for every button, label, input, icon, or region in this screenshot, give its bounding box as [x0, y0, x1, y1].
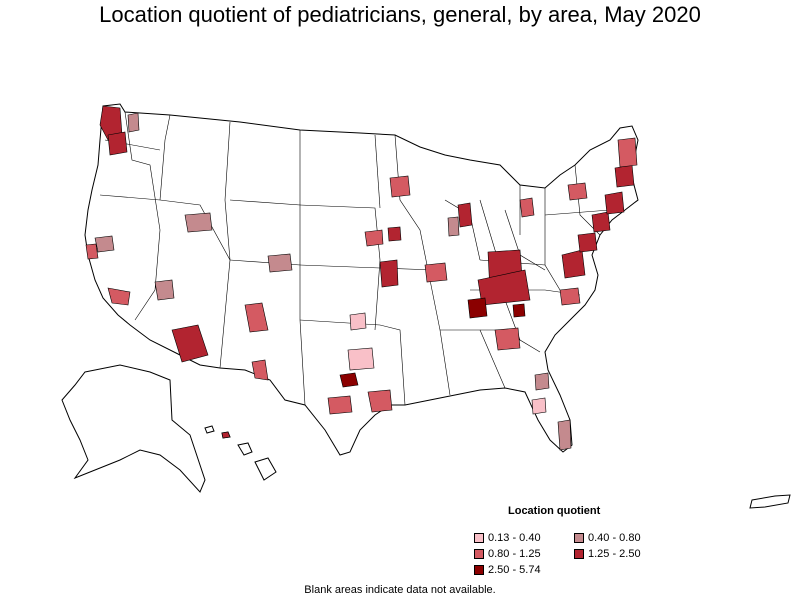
legend-swatch [474, 533, 484, 543]
puerto-rico-outline [749, 494, 791, 509]
region-philadelphia [591, 211, 611, 233]
region-hawaii [221, 431, 231, 439]
region-phoenix [171, 324, 209, 363]
region-north-carolina [559, 287, 581, 306]
region-milwaukee [447, 216, 460, 237]
region-san-antonio [327, 395, 353, 415]
map-title: Location quotient of pediatricians, gene… [99, 2, 701, 27]
legend-label: 2.50 - 5.74 [488, 564, 541, 576]
region-memphis [512, 303, 526, 318]
region-los-angeles [107, 287, 131, 306]
region-detroit [519, 197, 535, 218]
legend-label: 1.25 - 2.50 [588, 548, 641, 560]
region-denver [267, 253, 293, 273]
region-oklahoma-city [349, 312, 367, 331]
legend-swatch [474, 565, 484, 575]
legend-item-0: 0.13 - 0.40 [474, 532, 541, 544]
legend-item-1: 0.40 - 0.80 [574, 532, 641, 544]
region-omaha [364, 229, 384, 247]
hawaii-islands [204, 425, 277, 481]
region-albuquerque [244, 302, 269, 333]
region-bay-area [94, 235, 115, 253]
region-minneapolis [389, 175, 411, 198]
legend-label: 0.80 - 1.25 [488, 548, 541, 560]
metro-areas [85, 105, 638, 451]
region-spokane [127, 112, 140, 133]
region-central-valley [85, 243, 99, 260]
contiguous-us-outline [84, 103, 639, 456]
legend-swatch [474, 549, 484, 559]
region-chicago [457, 202, 473, 228]
legend-label: 0.13 - 0.40 [488, 532, 541, 544]
legend-swatch [574, 549, 584, 559]
legend-swatch [574, 533, 584, 543]
legend-item-4: 2.50 - 5.74 [474, 564, 541, 576]
region-houston [367, 389, 393, 413]
alaska-outline [61, 364, 206, 493]
region-jacksonville [534, 372, 550, 391]
region-salt-lake [184, 212, 213, 233]
region-new-england [617, 137, 638, 168]
region-virginia [561, 249, 586, 279]
region-washington-dc [577, 232, 598, 253]
region-austin [339, 372, 359, 388]
region-iowa [387, 226, 402, 242]
region-las-vegas [154, 279, 175, 301]
region-boston [614, 164, 635, 188]
region-orlando [531, 397, 547, 415]
region-portland [107, 131, 128, 156]
region-kansas-city [379, 259, 399, 288]
region-dallas [347, 347, 375, 371]
region-upstate-ny [567, 182, 588, 201]
region-new-york [604, 191, 625, 215]
region-atlanta [494, 327, 521, 351]
footnote: Blank areas indicate data not available. [304, 584, 496, 596]
region-nashville [467, 297, 488, 319]
legend-item-2: 0.80 - 1.25 [474, 548, 541, 560]
legend-item-3: 1.25 - 2.50 [574, 548, 641, 560]
region-el-paso [251, 359, 269, 381]
region-kentucky [477, 269, 531, 306]
region-miami [557, 419, 572, 451]
legend-label: 0.40 - 0.80 [588, 532, 641, 544]
legend-title: Location quotient [508, 505, 601, 517]
region-st-louis [424, 262, 448, 283]
